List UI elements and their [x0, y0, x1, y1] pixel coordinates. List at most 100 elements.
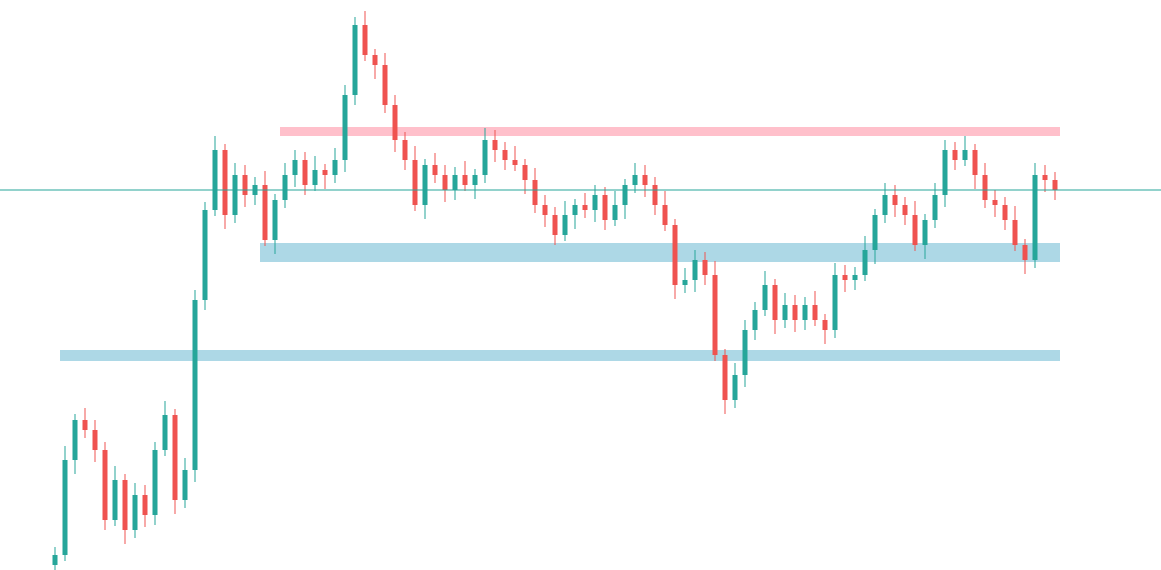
candle-body [402, 140, 408, 160]
zone [280, 127, 1060, 136]
candle-body [182, 470, 188, 500]
candle-body [982, 175, 988, 200]
candle-body [1012, 220, 1018, 245]
candle-body [872, 215, 878, 250]
candle-body [482, 140, 488, 175]
candle-body [812, 305, 818, 320]
candle-body [52, 555, 58, 565]
candle-body [772, 285, 778, 320]
candle-body [622, 185, 628, 205]
candle-body [222, 150, 228, 215]
candle-body [972, 150, 978, 175]
candle-body [722, 355, 728, 400]
candle-body [262, 185, 268, 240]
candle-body [592, 195, 598, 210]
candle-body [192, 300, 198, 470]
candle-body [552, 215, 558, 235]
candle-body [342, 95, 348, 160]
candle-body [782, 305, 788, 320]
candle-body [442, 175, 448, 190]
candle-body [992, 200, 998, 205]
candle-body [882, 195, 888, 215]
candle-body [362, 25, 368, 55]
candle-body [922, 220, 928, 245]
candle-body [942, 150, 948, 195]
candle-body [412, 160, 418, 205]
candle-body [82, 420, 88, 430]
candle-body [432, 165, 438, 175]
candle-body [952, 150, 958, 160]
candle-body [642, 175, 648, 185]
candle-body [472, 175, 478, 185]
candle-body [92, 430, 98, 450]
candle-body [902, 205, 908, 215]
candle-body [542, 205, 548, 215]
candle-body [1052, 180, 1058, 190]
candle-body [712, 275, 718, 355]
candle-body [452, 175, 458, 190]
candle-body [562, 215, 568, 235]
candle-body [802, 305, 808, 320]
candle-body [752, 310, 758, 330]
candle-body [652, 185, 658, 205]
candle-body [1022, 245, 1028, 260]
candle-body [852, 275, 858, 280]
candle-body [72, 420, 78, 460]
candle-body [822, 320, 828, 330]
candle-body [532, 180, 538, 205]
candle-body [932, 195, 938, 220]
candle-body [232, 175, 238, 215]
candle-body [242, 175, 248, 195]
candle-body [382, 65, 388, 105]
candle-body [572, 205, 578, 215]
candle-body [152, 450, 158, 515]
candle-body [862, 250, 868, 275]
candle-body [832, 275, 838, 330]
candle-body [632, 175, 638, 185]
zone [260, 243, 1060, 262]
candle-body [142, 495, 148, 515]
candle-body [582, 205, 588, 210]
candle-body [732, 375, 738, 400]
candle-body [492, 140, 498, 150]
candle-body [332, 160, 338, 175]
candle-body [1042, 175, 1048, 180]
candle-body [462, 175, 468, 185]
candle-body [1032, 175, 1038, 260]
candle-body [172, 415, 178, 500]
candle-body [292, 160, 298, 175]
candle-body [602, 195, 608, 220]
candle-body [272, 200, 278, 240]
candle-body [682, 280, 688, 285]
zone [60, 350, 1060, 361]
candle-body [102, 450, 108, 520]
candle-body [892, 195, 898, 205]
candle-body [212, 150, 218, 210]
candle-body [692, 260, 698, 280]
candle-body [842, 275, 848, 280]
candle-body [312, 170, 318, 185]
candle-body [122, 480, 128, 530]
candle-body [422, 165, 428, 205]
candle-body [62, 460, 68, 555]
candle-body [392, 105, 398, 140]
candle-body [702, 260, 708, 275]
candle-body [352, 25, 358, 95]
candle-body [162, 415, 168, 450]
candle-body [1002, 205, 1008, 220]
candle-body [762, 285, 768, 310]
candle-body [502, 150, 508, 160]
candle-body [962, 150, 968, 160]
candle-body [742, 330, 748, 375]
candle-body [792, 305, 798, 320]
candle-body [512, 160, 518, 165]
candle-body [282, 175, 288, 200]
candle-body [672, 225, 678, 285]
candle-body [612, 205, 618, 220]
candle-body [522, 165, 528, 180]
candle-body [132, 495, 138, 530]
candle-body [302, 160, 308, 185]
candle-body [322, 170, 328, 175]
